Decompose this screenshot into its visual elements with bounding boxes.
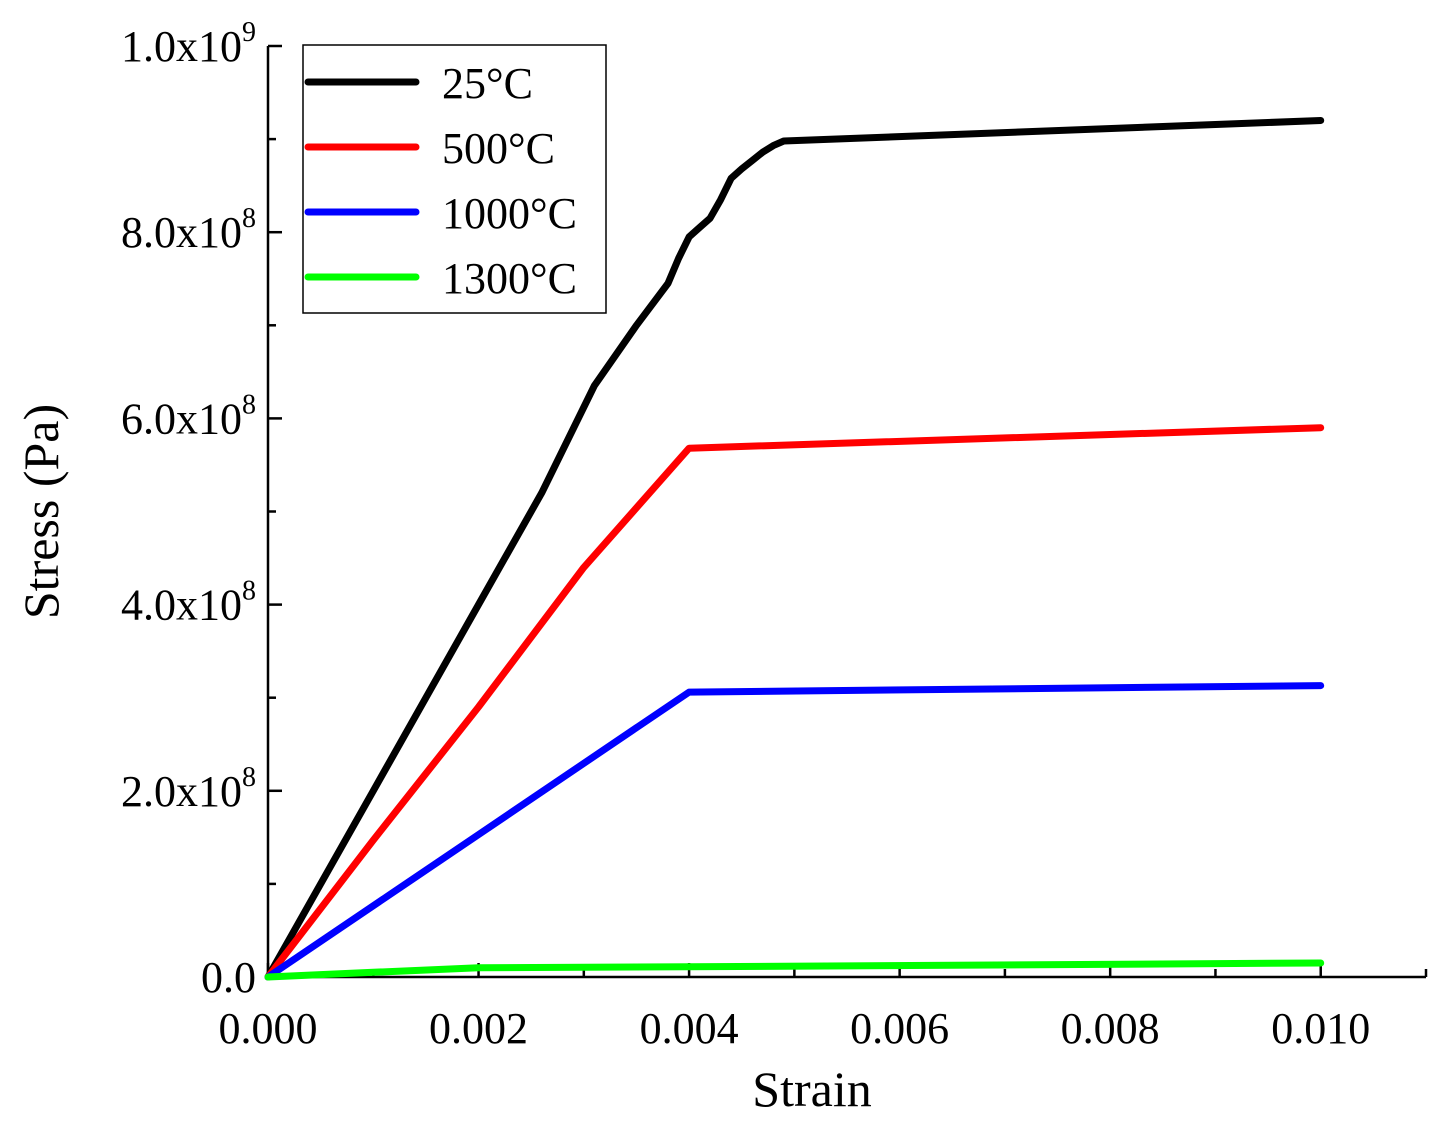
legend: 25°C 500°C 1000°C 1300°C: [302, 44, 607, 314]
x-tick-label: 0.008: [1061, 1004, 1160, 1053]
legend-label-2: 1000°C: [442, 189, 577, 238]
series-line-3: [264, 959, 1325, 981]
y-tick-label: 0.0: [201, 953, 256, 1002]
y-axis-title: Stress (Pa): [13, 404, 69, 619]
legend-label-0: 25°C: [442, 59, 533, 108]
y-tick-label: 1.0x109: [121, 17, 256, 71]
series-line-2: [264, 682, 1325, 981]
x-tick-label: 0.006: [850, 1004, 949, 1053]
y-tick-label: 4.0x108: [121, 576, 256, 630]
x-tick-label: 0.002: [429, 1004, 528, 1053]
ticks: [266, 44, 1428, 979]
y-tick-label: 8.0x108: [121, 203, 256, 257]
x-tick-label: 0.010: [1271, 1004, 1370, 1053]
series-line-0: [264, 117, 1325, 981]
tick-labels: 0.000 0.002 0.004 0.006 0.008 0.010 0.0 2.0x108…: [121, 17, 1370, 1053]
y-tick-label: 2.0x108: [121, 762, 256, 816]
y-tick-label: 6.0x108: [121, 389, 256, 443]
legend-box: [302, 44, 607, 314]
series-line-1: [264, 424, 1325, 981]
series-layer: [264, 117, 1325, 981]
x-axis-title: Strain: [752, 1061, 871, 1117]
legend-label-3: 1300°C: [442, 254, 577, 303]
x-tick-label: 0.000: [219, 1004, 318, 1053]
x-tick-label: 0.004: [640, 1004, 739, 1053]
legend-label-1: 500°C: [442, 124, 555, 173]
